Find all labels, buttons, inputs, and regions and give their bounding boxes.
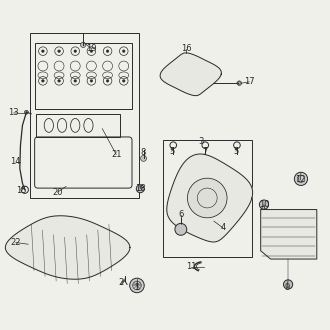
- Text: 7: 7: [203, 147, 208, 156]
- Circle shape: [106, 50, 109, 52]
- Text: 13: 13: [9, 108, 19, 117]
- Text: 8: 8: [141, 148, 146, 157]
- Bar: [36, 114, 120, 137]
- Text: 5: 5: [233, 147, 239, 156]
- Text: 5: 5: [169, 147, 174, 156]
- Text: 1: 1: [134, 282, 140, 292]
- Circle shape: [90, 80, 93, 82]
- Bar: [30, 33, 139, 198]
- Circle shape: [187, 178, 227, 218]
- Circle shape: [181, 64, 201, 84]
- Text: 12: 12: [295, 175, 306, 184]
- Text: 10: 10: [259, 200, 269, 209]
- Polygon shape: [167, 154, 252, 242]
- Circle shape: [90, 50, 93, 52]
- Text: 20: 20: [52, 187, 63, 197]
- Circle shape: [141, 155, 147, 161]
- Text: 3: 3: [198, 137, 203, 147]
- Polygon shape: [5, 216, 130, 279]
- Circle shape: [283, 280, 293, 289]
- Circle shape: [259, 200, 269, 209]
- Polygon shape: [160, 53, 221, 96]
- Text: 18: 18: [135, 183, 146, 193]
- Text: 17: 17: [244, 77, 254, 86]
- Circle shape: [237, 81, 242, 85]
- Polygon shape: [261, 210, 317, 259]
- Circle shape: [175, 223, 187, 235]
- Circle shape: [42, 50, 44, 52]
- Text: 15: 15: [16, 186, 27, 195]
- Text: 4: 4: [220, 223, 225, 232]
- Text: 2: 2: [119, 278, 124, 287]
- Circle shape: [136, 185, 144, 193]
- Text: 19: 19: [86, 44, 97, 53]
- Circle shape: [130, 278, 144, 293]
- Circle shape: [74, 50, 77, 52]
- Text: 22: 22: [11, 238, 21, 247]
- Circle shape: [294, 172, 308, 185]
- Bar: [163, 140, 252, 257]
- Circle shape: [106, 80, 109, 82]
- Circle shape: [58, 50, 60, 52]
- Circle shape: [58, 80, 60, 82]
- Circle shape: [42, 80, 44, 82]
- Bar: [35, 43, 132, 109]
- Circle shape: [24, 110, 28, 114]
- Text: 6: 6: [178, 210, 183, 219]
- Circle shape: [81, 42, 86, 48]
- Circle shape: [74, 80, 77, 82]
- Circle shape: [122, 50, 125, 52]
- Text: 21: 21: [111, 150, 121, 159]
- Text: 11: 11: [186, 262, 197, 271]
- Circle shape: [122, 80, 125, 82]
- Text: 9: 9: [284, 282, 290, 292]
- Text: 14: 14: [11, 157, 21, 166]
- Text: 16: 16: [181, 44, 192, 53]
